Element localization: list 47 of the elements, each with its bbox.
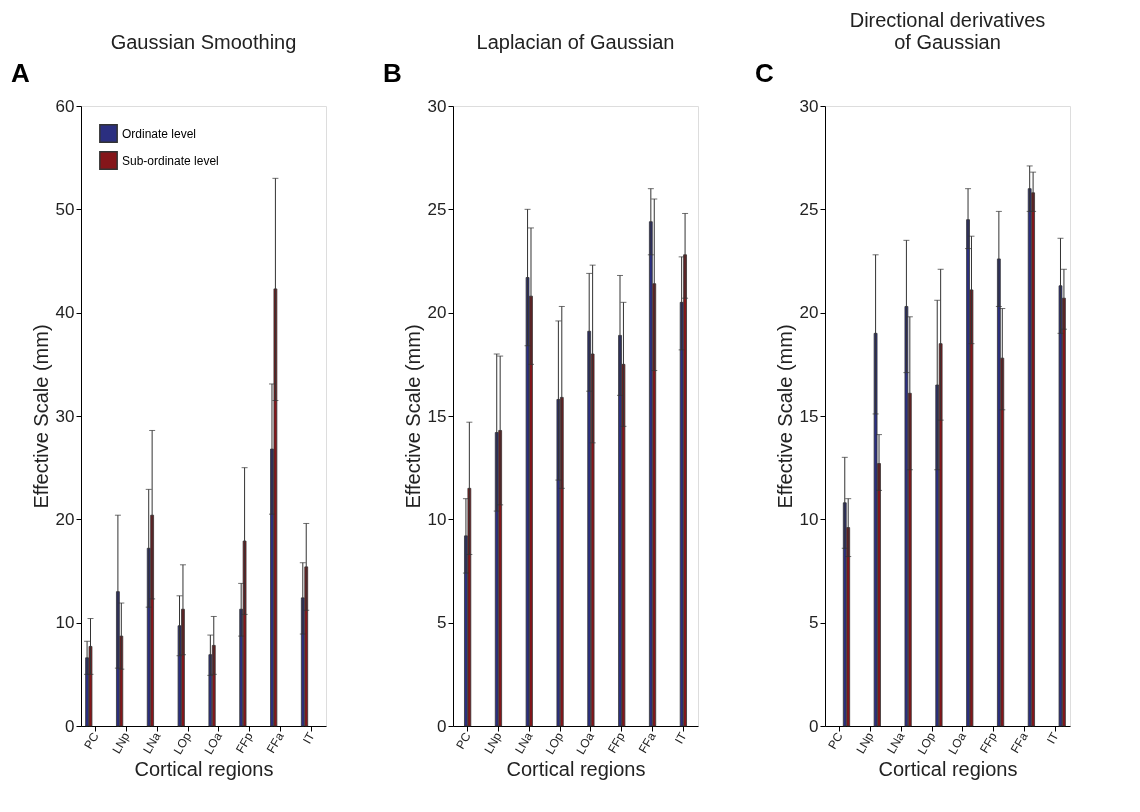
x-tick-label: FFp <box>604 729 628 756</box>
y-tick-label: 30 <box>55 406 75 426</box>
y-tick-label: 0 <box>65 716 75 736</box>
y-tick-label: 5 <box>437 613 447 633</box>
x-tick-label: IT <box>1043 729 1062 747</box>
chart-title: Directional derivatives of Gaussian <box>849 9 1046 53</box>
x-tick-label: PC <box>81 729 102 752</box>
legend-label: Sub-ordinate level <box>122 153 219 168</box>
y-tick-label: 0 <box>809 716 819 736</box>
x-tick-label: FFp <box>232 729 256 756</box>
x-axis-title: Cortical regions <box>506 758 646 781</box>
y-tick-label: 10 <box>55 613 75 633</box>
x-tick-label: PC <box>825 729 846 752</box>
x-tick-label: FFp <box>976 729 1000 756</box>
x-tick-label: FFa <box>1007 729 1031 756</box>
y-tick-label: 25 <box>799 199 819 219</box>
x-axis-title: Cortical regions <box>878 758 1018 781</box>
x-tick-label: PC <box>453 729 474 752</box>
x-tick-label: FFa <box>635 729 659 756</box>
y-tick-label: 30 <box>427 96 447 116</box>
text: B <box>383 58 402 88</box>
y-tick-label: 5 <box>809 613 819 633</box>
y-tick-label: 50 <box>55 199 75 219</box>
y-axis-title: Effective Scale (mm) <box>29 324 52 509</box>
x-tick-label: IT <box>671 729 690 747</box>
x-axis-title: Cortical regions <box>134 758 274 781</box>
x-tick-label: FFa <box>263 729 287 756</box>
y-tick-label: 20 <box>55 509 75 529</box>
y-tick-label: 10 <box>799 509 819 529</box>
chart-title: Gaussian Smoothing <box>110 31 297 53</box>
text: C <box>755 58 774 88</box>
y-tick-label: 0 <box>437 716 447 736</box>
x-tick-label: IT <box>299 729 318 747</box>
text: A <box>11 58 30 88</box>
y-tick-label: 20 <box>427 303 447 323</box>
y-tick-label: 30 <box>799 96 819 116</box>
y-tick-label: 60 <box>55 96 75 116</box>
y-tick-label: 20 <box>799 303 819 323</box>
y-tick-label: 15 <box>427 406 447 426</box>
y-tick-label: 40 <box>55 303 75 323</box>
y-axis-title: Effective Scale (mm) <box>401 324 424 509</box>
chart-title: Laplacian of Gaussian <box>476 31 675 53</box>
y-axis-title: Effective Scale (mm) <box>773 324 796 509</box>
y-tick-label: 10 <box>427 509 447 529</box>
legend-label: Ordinate level <box>122 126 197 141</box>
y-tick-label: 15 <box>799 406 819 426</box>
y-tick-label: 25 <box>427 199 447 219</box>
